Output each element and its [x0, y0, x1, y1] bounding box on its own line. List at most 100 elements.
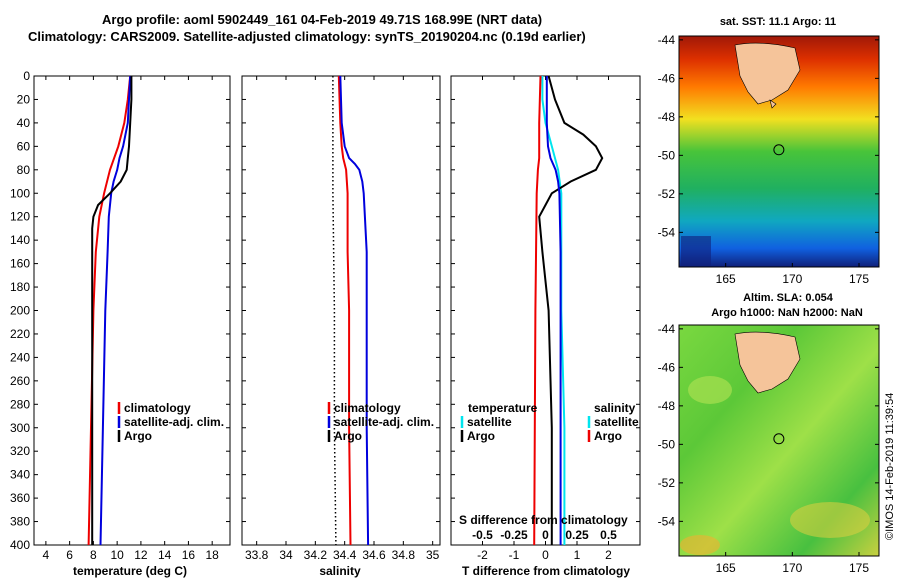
x-tick-label: 34.8	[392, 548, 416, 562]
y-tick-label: 380	[10, 515, 30, 529]
salinity-panel: 33.8 34 34.2 34.4 34.6 34.8 35	[241, 75, 441, 562]
map-lat-label: -54	[658, 225, 676, 239]
x-tick-label: -1	[509, 548, 520, 562]
legend-label-t-argo: Argo	[467, 429, 495, 443]
x-tick-label: 34	[279, 548, 293, 562]
map-lat-label: -50	[658, 148, 676, 162]
map-lon-label: 175	[849, 561, 869, 575]
x-tick-label: 4	[43, 548, 50, 562]
y-tick-label: 100	[10, 186, 30, 200]
temperature-panel: 0 20 40 60 80 100 120 140 160 180 200 220 240 260 280 3…	[10, 69, 231, 562]
sla-eddy	[790, 502, 870, 538]
legend-label-s-satellite: satellite	[594, 415, 639, 429]
y-tick-label: 140	[10, 233, 30, 247]
x-tick-label: 12	[134, 548, 148, 562]
map-lon-label: 165	[716, 272, 736, 286]
x-tick-label: 10	[110, 548, 124, 562]
legend-label-argo: Argo	[334, 429, 362, 443]
map-lat-label: -44	[658, 322, 676, 336]
land-new-zealand	[734, 331, 801, 394]
x2-tick-label: 0	[542, 528, 549, 542]
map-lon-label: 170	[782, 561, 802, 575]
map-frame	[678, 324, 880, 557]
sdiff-label: S difference from climatology	[459, 513, 628, 527]
series-line-climatology	[87, 75, 132, 546]
legend-title-temperature: temperature	[468, 401, 538, 415]
series-line-temperature-argo	[538, 75, 604, 545]
legend-title-salinity: salinity	[594, 401, 636, 415]
map-lon-label: 175	[849, 272, 869, 286]
series-line-salinity-satellite	[545, 76, 562, 545]
y-tick-label: 360	[10, 491, 30, 505]
series-line-satellite-adj-clim-	[339, 75, 370, 546]
series-line-argo	[332, 76, 337, 546]
legend-label-s-argo: Argo	[594, 429, 622, 443]
sla-eddy	[680, 535, 720, 555]
sla-map-title-2: Argo h1000: NaN h2000: NaN	[711, 307, 863, 319]
temperature-xlabel: temperature (deg C)	[73, 564, 187, 578]
legend-label-argo: Argo	[124, 429, 152, 443]
figure-title-line1: Argo profile: aoml 5902449_161 04-Feb-20…	[102, 12, 543, 27]
temperature-legend: climatology satellite-adj. clim. Argo	[117, 401, 224, 443]
x-tick-label: 14	[158, 548, 172, 562]
map-lat-label: -46	[658, 71, 676, 85]
x-tick-label: 34.2	[304, 548, 328, 562]
land-new-zealand	[734, 42, 801, 105]
y-tick-label: 340	[10, 468, 30, 482]
sla-map: Altim. SLA: 0.054 Argo h1000: NaN h2000:…	[658, 292, 880, 575]
y-tick-label: 200	[10, 304, 30, 318]
x-tick-label: 34.6	[362, 548, 386, 562]
y-tick-label: 60	[17, 139, 31, 153]
land-stewart-island	[769, 99, 777, 109]
y-tick-label: 400	[10, 538, 30, 552]
map-lat-label: -44	[658, 33, 676, 47]
y-tick-label: 240	[10, 350, 30, 364]
legend-label-satellite: satellite-adj. clim.	[334, 415, 434, 429]
y-tick-label: 20	[17, 92, 31, 106]
series-line-argo	[91, 76, 133, 545]
difference-panel: -2 -1 0 1 2 -0.5 -0.25 0 0.25 0.5	[450, 75, 641, 562]
x-tick-label: 35	[426, 548, 440, 562]
argo-position-marker	[773, 144, 785, 156]
y-tick-label: 320	[10, 444, 30, 458]
x-tick-label: 1	[574, 548, 581, 562]
figure-title-line2: Climatology: CARS2009. Satellite-adjuste…	[28, 29, 586, 44]
legend-label-climatology: climatology	[124, 401, 191, 415]
x2-tick-label: 0.25	[565, 528, 589, 542]
x-tick-label: 18	[206, 548, 220, 562]
y-tick-label: 120	[10, 210, 30, 224]
x-tick-label: 0	[542, 548, 549, 562]
sla-eddy	[688, 376, 732, 404]
y-tick-label: 280	[10, 397, 30, 411]
x-tick-label: 6	[66, 548, 73, 562]
plot-frame	[33, 75, 231, 546]
x-tick-label: 34.4	[333, 548, 357, 562]
map-lat-label: -52	[658, 476, 676, 490]
y-tick-label: 160	[10, 257, 30, 271]
difference-legend: temperature satellite Argo salinity sate…	[459, 401, 639, 527]
x-tick-label: 33.8	[245, 548, 269, 562]
y-tick-label: 300	[10, 421, 30, 435]
sst-map: sat. SST: 11.1 Argo: 11 -44 -46 -48 -50 -52 -…	[658, 16, 880, 286]
series-line-salinity-argo	[533, 75, 542, 546]
x-tick-label: 16	[182, 548, 196, 562]
x2-tick-label: 0.5	[600, 528, 617, 542]
sla-map-title-1: Altim. SLA: 0.054	[743, 292, 834, 304]
series-line-temperature-satellite	[541, 76, 566, 545]
cold-patch	[681, 236, 711, 266]
y-tick-label: 40	[17, 116, 31, 130]
map-lat-label: -50	[658, 437, 676, 451]
x-tick-label: -2	[477, 548, 488, 562]
x2-tick-label: -0.25	[500, 528, 528, 542]
y-tick-label: 0	[23, 69, 30, 83]
x-tick-label: 2	[605, 548, 612, 562]
map-lat-label: -52	[658, 187, 676, 201]
argo-position-marker	[773, 433, 785, 445]
x-tick-label: 8	[90, 548, 97, 562]
salinity-legend: climatology satellite-adj. clim. Argo	[327, 401, 434, 443]
plot-frame	[450, 75, 641, 546]
salinity-xlabel: salinity	[319, 564, 361, 578]
map-lat-label: -54	[658, 514, 676, 528]
y-tick-label: 220	[10, 327, 30, 341]
